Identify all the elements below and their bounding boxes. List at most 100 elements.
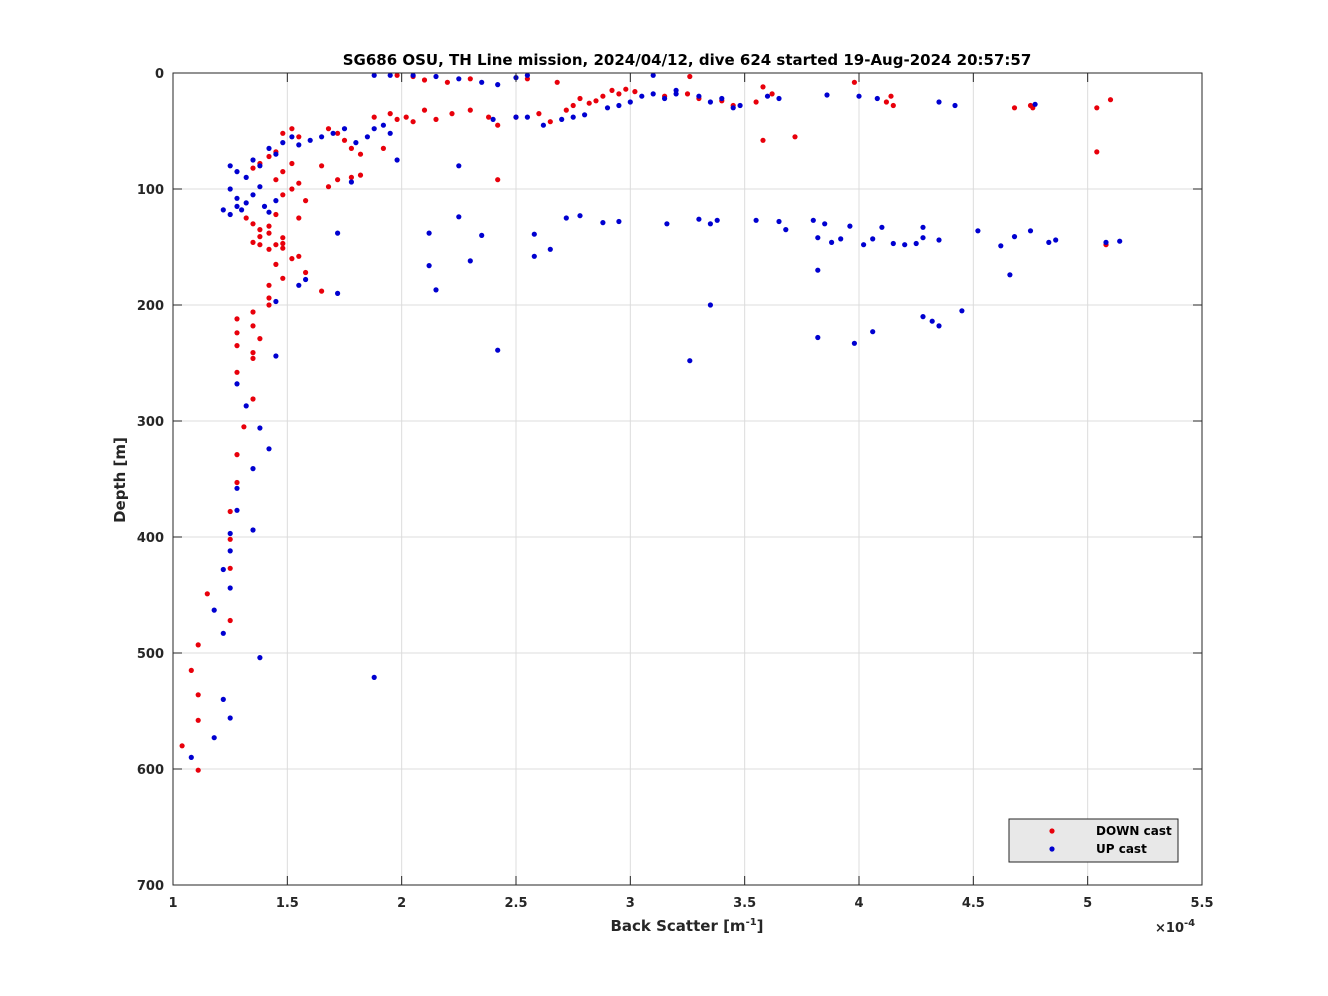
data-point bbox=[289, 186, 295, 192]
data-point bbox=[243, 215, 249, 221]
data-point bbox=[220, 630, 226, 636]
y-axis-label: Depth [m] bbox=[111, 437, 129, 523]
data-point bbox=[227, 565, 233, 571]
data-point bbox=[861, 242, 867, 248]
y-tick-label: 0 bbox=[155, 67, 164, 82]
data-point bbox=[707, 302, 714, 308]
data-point bbox=[577, 213, 583, 219]
data-point bbox=[241, 424, 247, 430]
data-point bbox=[856, 93, 862, 99]
data-point bbox=[266, 302, 272, 308]
data-point bbox=[266, 223, 272, 229]
data-point bbox=[540, 122, 547, 128]
data-point bbox=[490, 116, 496, 122]
data-point bbox=[250, 527, 256, 533]
data-point bbox=[227, 530, 233, 537]
data-point bbox=[250, 157, 256, 163]
data-point bbox=[479, 79, 485, 85]
data-point bbox=[563, 215, 569, 221]
data-point bbox=[737, 102, 743, 109]
data-point bbox=[1103, 239, 1109, 245]
data-point bbox=[783, 227, 789, 233]
data-point bbox=[243, 403, 249, 409]
data-point bbox=[410, 119, 416, 125]
data-point bbox=[874, 95, 880, 102]
data-point bbox=[319, 163, 325, 169]
data-point bbox=[227, 715, 233, 721]
data-point bbox=[227, 163, 233, 169]
x-tick-label: 5.5 bbox=[1190, 896, 1213, 911]
legend-marker-down bbox=[1049, 828, 1055, 834]
data-point bbox=[524, 114, 531, 120]
data-point bbox=[421, 107, 428, 113]
x-tick-label: 2.5 bbox=[504, 896, 527, 911]
data-point bbox=[296, 215, 302, 221]
data-point bbox=[870, 329, 876, 335]
data-point bbox=[371, 674, 377, 681]
data-point bbox=[303, 276, 309, 283]
data-point bbox=[394, 72, 400, 78]
data-point bbox=[195, 767, 201, 773]
data-point bbox=[227, 617, 233, 624]
data-point bbox=[335, 230, 341, 236]
data-point bbox=[239, 207, 245, 213]
data-point bbox=[1007, 272, 1013, 278]
data-point bbox=[513, 114, 519, 120]
data-point bbox=[307, 137, 313, 143]
data-point bbox=[479, 232, 485, 238]
data-point bbox=[335, 290, 341, 296]
data-point bbox=[563, 107, 569, 113]
data-point bbox=[348, 145, 354, 151]
data-point bbox=[250, 165, 256, 171]
data-point bbox=[936, 237, 942, 243]
data-point bbox=[243, 200, 249, 206]
data-point bbox=[250, 239, 256, 245]
data-point bbox=[495, 82, 501, 88]
legend-label-up: UP cast bbox=[1096, 842, 1147, 856]
y-tick-labels: 0 100 200 300 400 500 600 700 bbox=[137, 67, 164, 894]
data-point bbox=[1094, 149, 1100, 155]
data-point bbox=[764, 93, 771, 99]
data-point bbox=[220, 696, 226, 703]
data-point bbox=[547, 119, 553, 125]
data-point bbox=[257, 184, 263, 190]
data-point bbox=[273, 177, 279, 183]
data-point bbox=[273, 261, 279, 267]
data-point bbox=[234, 485, 240, 491]
x-axis-label-main: Back Scatter [m bbox=[610, 917, 745, 935]
data-point bbox=[273, 198, 279, 204]
data-point bbox=[753, 99, 759, 105]
data-point bbox=[547, 246, 553, 252]
y-tick-label: 500 bbox=[137, 647, 164, 662]
data-point bbox=[394, 157, 400, 163]
data-point bbox=[250, 396, 256, 402]
data-point bbox=[554, 79, 560, 85]
data-point bbox=[257, 234, 263, 240]
data-point bbox=[696, 216, 702, 222]
data-point bbox=[280, 275, 286, 281]
data-point bbox=[341, 126, 348, 132]
data-point bbox=[227, 548, 233, 554]
data-point bbox=[936, 99, 942, 105]
data-point bbox=[1094, 105, 1100, 111]
x-tick-label: 1.5 bbox=[276, 896, 299, 911]
data-point bbox=[838, 236, 844, 242]
data-point bbox=[257, 242, 263, 248]
data-point bbox=[531, 253, 537, 259]
series-up-cast bbox=[188, 72, 1123, 761]
y-tick-label: 200 bbox=[137, 299, 164, 314]
data-point bbox=[234, 479, 240, 486]
data-point bbox=[730, 105, 736, 111]
data-point bbox=[890, 102, 896, 109]
data-point bbox=[387, 72, 393, 78]
data-point bbox=[719, 95, 725, 102]
data-point bbox=[433, 287, 439, 293]
data-point bbox=[760, 84, 766, 90]
data-point bbox=[257, 425, 263, 431]
data-point bbox=[1107, 97, 1114, 103]
data-point bbox=[998, 243, 1004, 249]
data-point bbox=[348, 179, 354, 185]
data-point bbox=[616, 91, 622, 97]
data-point bbox=[394, 116, 400, 122]
x-tick-label: 3.5 bbox=[733, 896, 756, 911]
